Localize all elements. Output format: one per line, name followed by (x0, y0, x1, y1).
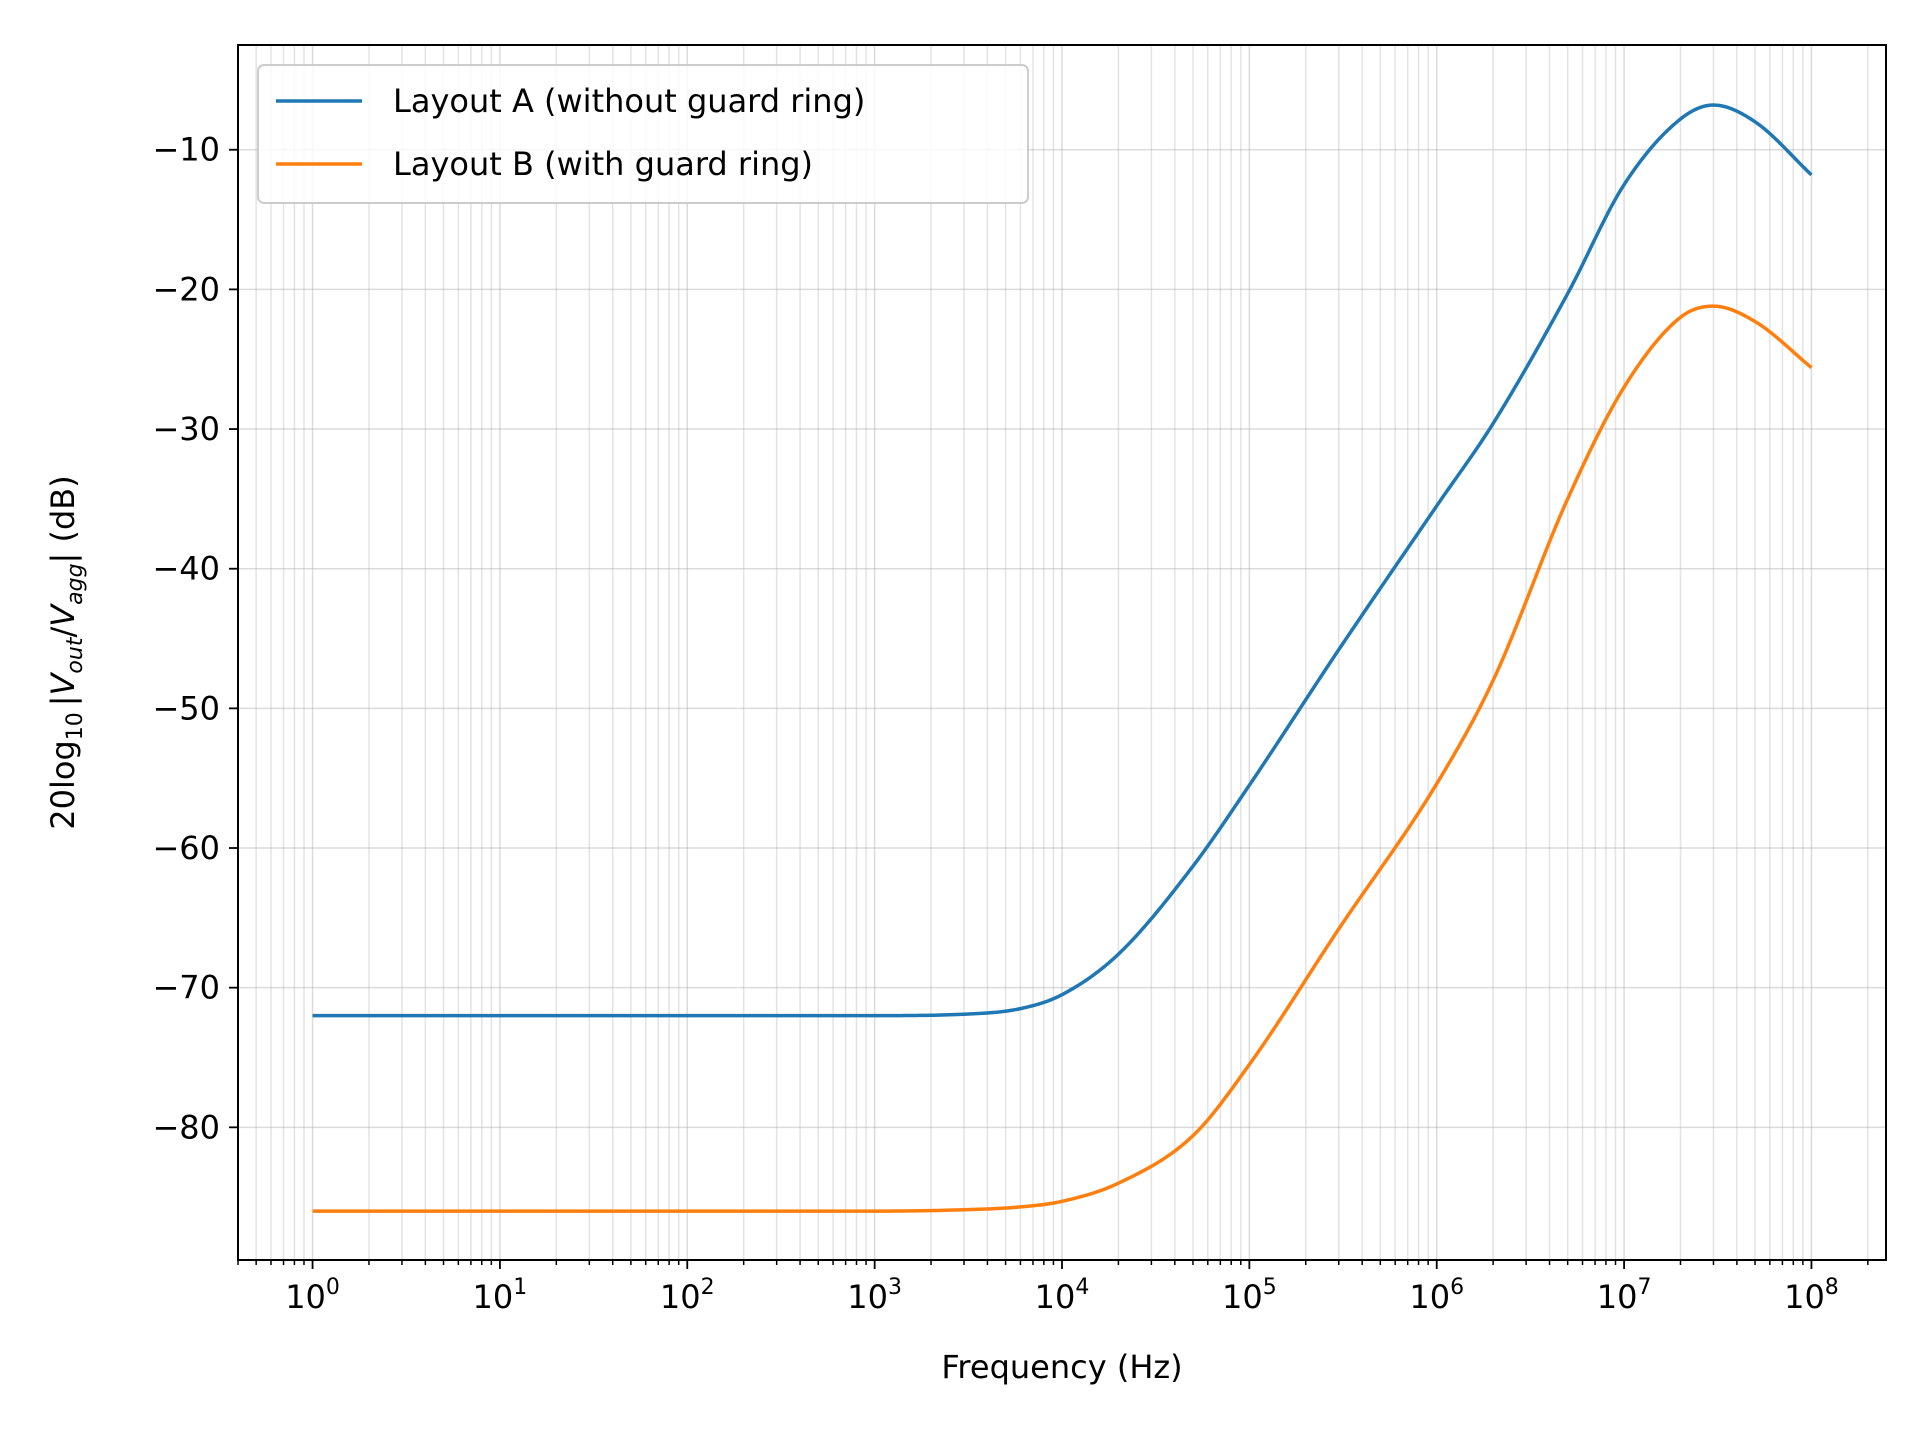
series-line-0 (312, 103, 1813, 1018)
x-tick-label: 104 (1035, 1275, 1090, 1316)
y-tick-label: −50 (152, 689, 220, 727)
x-tick-label: 103 (847, 1275, 902, 1316)
grid (237, 45, 1886, 1260)
x-tick-label: 108 (1784, 1275, 1839, 1316)
x-tick-label: 101 (473, 1275, 528, 1316)
ticks: 100 101 102 103 104 105 106 107 108 −10 −20 −30 −40 −… (152, 131, 1869, 1316)
x-tick-label: 105 (1222, 1275, 1277, 1316)
y-label-v1-sub: out (63, 636, 88, 673)
y-tick-label: −60 (152, 829, 220, 867)
series-group (312, 103, 1813, 1213)
x-tick-label: 107 (1597, 1275, 1652, 1316)
y-label-prefix: 20log (44, 740, 82, 830)
y-label-v2-sub: agg (63, 563, 88, 604)
y-label-bar-right: | (44, 553, 82, 564)
x-tick-label: 100 (285, 1275, 340, 1316)
legend-label-1: Layout B (with guard ring) (393, 145, 813, 183)
legend-box (257, 64, 1029, 204)
x-tick-label: 106 (1409, 1275, 1464, 1316)
y-tick-label: −80 (152, 1108, 220, 1146)
y-label-v1: V (44, 671, 82, 695)
y-tick-label: −20 (152, 270, 220, 308)
y-tick-label: −40 (152, 550, 220, 588)
legend: Layout A (without guard ring) Layout B (w… (257, 64, 1029, 204)
y-label-slash: / (44, 627, 82, 638)
y-tick-label: −70 (152, 969, 220, 1007)
y-tick-label: −30 (152, 410, 220, 448)
x-tick-label: 102 (660, 1275, 715, 1316)
y-axis-label: 20log10|Vout/Vagg| (dB) (44, 475, 88, 829)
y-label-suffix: (dB) (44, 475, 82, 552)
x-axis-label: Frequency (Hz) (941, 1348, 1182, 1386)
y-tick-label: −10 (152, 131, 220, 169)
legend-label-0: Layout A (without guard ring) (393, 82, 865, 120)
y-label-bar-left: | (44, 695, 82, 706)
y-label-prefix-sub: 10 (63, 712, 88, 740)
y-label-v2: V (44, 603, 82, 627)
series-line-1 (312, 304, 1813, 1213)
